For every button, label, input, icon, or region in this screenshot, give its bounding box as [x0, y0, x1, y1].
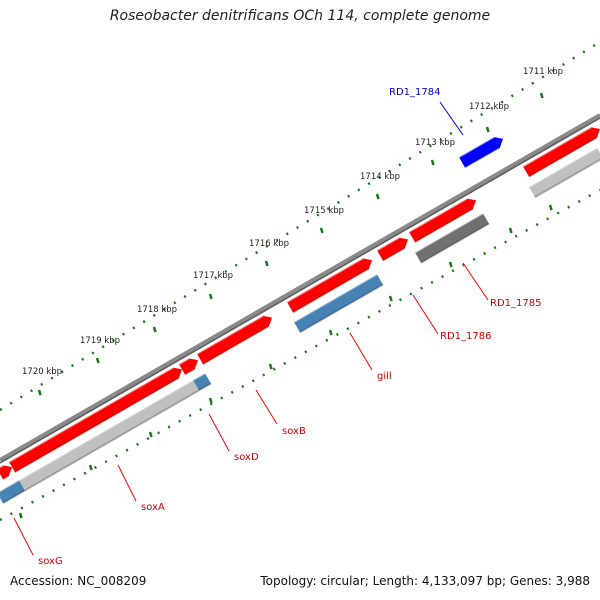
- gene-feature-soxG[interactable]: [0, 464, 12, 481]
- scale-tick-mark: [152, 326, 157, 333]
- gene-label-RD1_1786[interactable]: RD1_1786: [440, 331, 491, 342]
- gene-feature-forward-edge[interactable]: [522, 126, 600, 178]
- scale-tick-label: 1711 kbp: [523, 67, 563, 77]
- gene-label-soxB[interactable]: soxB: [282, 426, 306, 437]
- scale-tick-mark: [264, 260, 269, 267]
- gene-label-soxA[interactable]: soxA: [141, 502, 165, 513]
- scale-inner-tick: [148, 431, 153, 438]
- scale-tick-label: 1718 kbp: [137, 305, 177, 315]
- gene-label-RD1_1785[interactable]: RD1_1785: [490, 298, 541, 309]
- gene-feature-soxB[interactable]: [196, 315, 272, 366]
- scale-tick-label: 1717 kbp: [193, 271, 233, 281]
- scale-tick-label: 1714 kbp: [360, 172, 400, 182]
- scale-inner-tick: [548, 204, 553, 211]
- scale-tick-label: 1712 kbp: [469, 102, 509, 112]
- gene-feature-gill[interactable]: [286, 257, 372, 314]
- scale-tick-mark: [375, 193, 380, 200]
- gene-feature-soxD[interactable]: [178, 357, 198, 376]
- scale-tick-label: 1715 kbp: [304, 206, 344, 216]
- scale-tick-mark: [95, 357, 100, 364]
- gene-label-soxD[interactable]: soxD: [234, 452, 259, 463]
- gene-feature-reverse-blue-left[interactable]: [0, 479, 26, 505]
- gene-callout-line: [13, 517, 34, 556]
- backbone-line-shadow: [0, 117, 600, 464]
- scale-inner-tick: [448, 261, 453, 268]
- gene-feature-reverse-blue-gill[interactable]: [293, 273, 384, 334]
- gene-callout-line: [349, 332, 373, 371]
- gene-callout-line: [117, 464, 137, 502]
- gene-callout-line: [208, 413, 230, 452]
- gene-feature-reverse-gray-edge[interactable]: [528, 146, 600, 199]
- genome-summary: Topology: circular; Length: 4,133,097 bp…: [260, 574, 590, 588]
- scale-inner-tick: [88, 464, 93, 471]
- gene-callout-line: [412, 294, 439, 335]
- gene-feature-reverse-blue-soxD[interactable]: [192, 372, 212, 392]
- gene-feature-RD1_1785[interactable]: [414, 212, 490, 264]
- scale-tick-mark: [485, 126, 490, 133]
- gene-label-gill[interactable]: gill: [377, 371, 392, 382]
- scale-tick-label: 1720 kbp: [22, 367, 62, 377]
- accession-label: Accession: NC_008209: [10, 574, 147, 588]
- gene-feature-soxA[interactable]: [8, 366, 183, 474]
- scale-inner-tick: [388, 295, 393, 302]
- gene-callout-line: [255, 389, 278, 425]
- genome-title: Roseobacter denitrificans OCh 114, compl…: [109, 8, 491, 24]
- gene-feature-reverse-gray-soxA[interactable]: [18, 379, 200, 492]
- gene-label-RD1_1784[interactable]: RD1_1784: [389, 87, 440, 98]
- scale-inner-tick: [508, 227, 513, 234]
- scale-tick-label: 1716 kbp: [249, 239, 289, 249]
- scale-tick-mark: [430, 159, 435, 166]
- scale-tick-mark: [208, 293, 213, 300]
- scale-tick-mark: [37, 389, 42, 396]
- scale-ring-outer: [0, 40, 600, 412]
- scale-ring-inner: [0, 188, 600, 522]
- gene-callout-line: [439, 101, 464, 136]
- gene-feature-RD1_1786[interactable]: [376, 236, 408, 262]
- scale-tick-label: 1719 kbp: [80, 336, 120, 346]
- scale-tick-mark: [539, 92, 544, 99]
- backbone-line: [0, 113, 600, 462]
- scale-inner-tick: [268, 363, 273, 370]
- scale-tick-mark: [319, 227, 324, 234]
- scale-tick-label: 1713 kbp: [415, 138, 455, 148]
- gene-feature-RD1_1785-fwd[interactable]: [408, 197, 476, 244]
- scale-inner-tick: [328, 329, 333, 336]
- gene-callout-line: [462, 262, 489, 301]
- scale-inner-tick: [18, 512, 23, 519]
- gene-feature-RD1_1784[interactable]: [458, 136, 503, 169]
- scale-inner-tick: [208, 397, 213, 404]
- gene-label-soxG[interactable]: soxG: [38, 556, 63, 567]
